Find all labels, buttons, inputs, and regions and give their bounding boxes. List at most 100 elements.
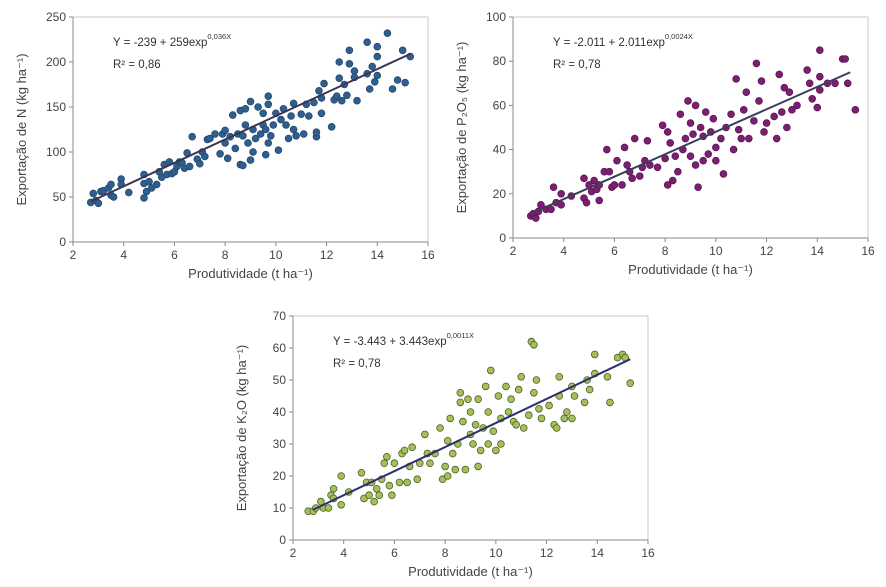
equation-base: Y = -239 + 259exp — [113, 37, 207, 49]
equation-base: Y = -2.011 + 2.011exp — [553, 37, 665, 49]
equation-exponent: 0,0011X — [447, 331, 474, 340]
data-point — [605, 167, 614, 176]
data-point — [264, 100, 273, 109]
data-point — [380, 459, 389, 468]
r-squared: R² = 0,86 — [113, 59, 161, 71]
data-point — [383, 452, 391, 461]
data-point — [481, 382, 490, 391]
data-point — [671, 152, 680, 161]
data-point — [813, 103, 822, 112]
data-point — [264, 92, 273, 100]
y-tick-label: 60 — [493, 98, 507, 112]
data-point — [775, 70, 784, 79]
data-point — [623, 161, 631, 169]
data-point — [681, 134, 690, 143]
data-point — [315, 87, 323, 95]
data-point — [750, 117, 758, 125]
data-point — [684, 97, 692, 105]
data-point — [545, 401, 553, 410]
data-point — [246, 156, 255, 164]
x-axis-label: Produtividade (t ha⁻¹) — [408, 564, 533, 579]
data-point — [337, 96, 346, 105]
data-point — [737, 134, 746, 143]
y-tick-label: 50 — [53, 190, 67, 204]
y-tick-label: 70 — [273, 309, 287, 323]
data-point — [421, 430, 429, 439]
data-point — [228, 111, 237, 119]
data-point — [471, 420, 480, 429]
data-point — [780, 83, 789, 92]
data-point — [549, 183, 558, 191]
data-point — [448, 449, 457, 458]
data-point — [803, 66, 811, 74]
y-axis-label: Exportação de N (kg ha⁻¹) — [14, 53, 29, 205]
equation-exponent: 0,036X — [207, 32, 231, 41]
x-tick-label: 12 — [320, 248, 334, 262]
data-point — [365, 491, 373, 500]
data-point — [107, 180, 115, 189]
data-point — [244, 139, 252, 147]
plot-frame — [292, 315, 649, 541]
x-tick-label: 8 — [442, 546, 449, 560]
data-point — [94, 199, 103, 208]
data-point — [335, 58, 344, 66]
regression-equation: Y = -3.443 + 3.443exp0,0011X — [333, 331, 474, 348]
data-point — [345, 59, 354, 68]
data-point — [755, 97, 763, 105]
data-point — [476, 446, 485, 455]
data-point — [552, 424, 561, 432]
data-point — [292, 132, 300, 140]
regression-equation: Y = -239 + 259exp0,036X — [113, 32, 231, 49]
data-point — [357, 468, 366, 477]
data-point — [289, 125, 298, 134]
x-tick-label: 2 — [510, 244, 517, 258]
data-point — [712, 143, 720, 152]
data-point — [413, 475, 422, 484]
data-point — [282, 121, 290, 129]
data-point — [343, 91, 351, 100]
data-point — [603, 145, 611, 154]
data-point — [469, 440, 477, 448]
data-point — [241, 105, 250, 113]
y-tick-label: 80 — [493, 54, 507, 68]
data-point — [691, 161, 700, 169]
data-point — [808, 94, 817, 103]
k2o-export-chart: 2 4 6 8 10 12 14 16 0 10 20 30 40 50 60 70 Produtividade… — [234, 309, 655, 579]
data-point — [517, 372, 526, 381]
data-point — [426, 459, 434, 468]
data-point — [443, 436, 452, 445]
x-tick-label: 14 — [811, 244, 825, 258]
data-point — [249, 148, 257, 156]
data-point — [353, 96, 361, 105]
data-point — [211, 130, 219, 138]
data-point — [254, 103, 262, 111]
data-point — [547, 205, 555, 214]
data-point — [535, 404, 543, 413]
data-point — [206, 134, 214, 143]
x-tick-label: 2 — [290, 546, 297, 560]
trend-line — [90, 52, 411, 203]
data-point — [742, 88, 751, 96]
data-point — [745, 134, 753, 143]
data-point — [557, 201, 565, 209]
data-point — [663, 181, 672, 189]
data-point — [709, 114, 718, 123]
data-point — [241, 121, 250, 129]
data-point — [223, 154, 232, 163]
data-point — [370, 497, 378, 506]
data-point — [514, 385, 523, 394]
data-point — [783, 123, 791, 132]
data-point — [284, 134, 293, 143]
data-point — [461, 465, 470, 474]
x-tick-label: 6 — [171, 248, 178, 262]
data-point — [327, 123, 336, 131]
data-point — [124, 188, 133, 197]
data-point — [484, 440, 493, 448]
data-point — [274, 146, 283, 155]
data-point — [486, 366, 495, 375]
data-point — [89, 189, 98, 198]
data-point — [372, 484, 381, 493]
x-tick-label: 12 — [540, 546, 554, 560]
data-point — [701, 108, 710, 116]
data-point — [530, 340, 538, 349]
